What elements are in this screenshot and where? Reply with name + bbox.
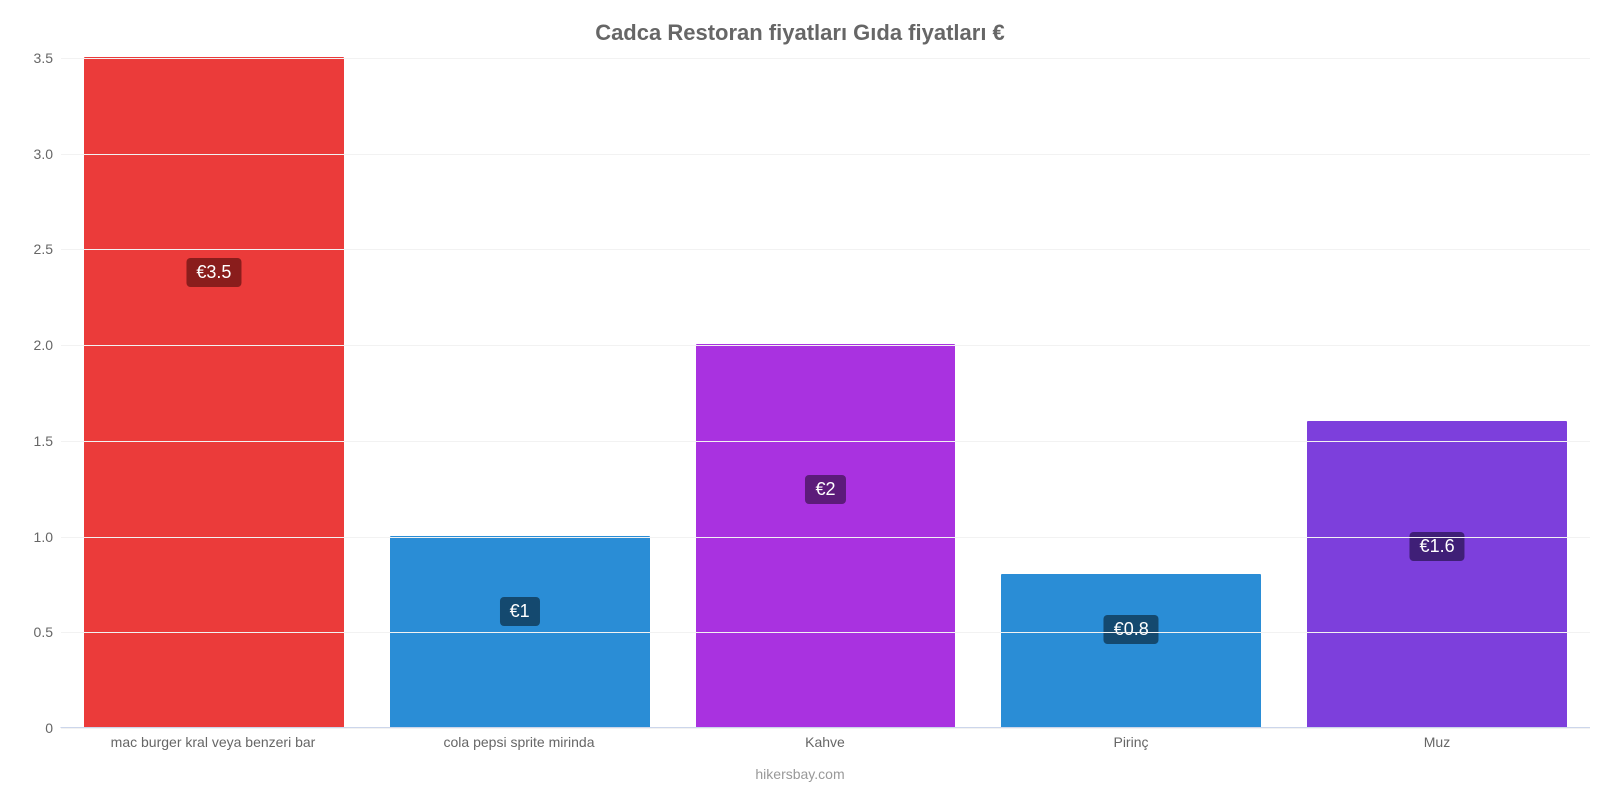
gridline — [61, 537, 1590, 538]
bar-slot: €3.5 — [61, 58, 367, 727]
bar — [1307, 421, 1567, 727]
gridline — [61, 441, 1590, 442]
bar — [390, 536, 650, 727]
gridline — [61, 58, 1590, 59]
y-tick-label: 0.5 — [34, 624, 61, 640]
plot-area: €3.5€1€2€0.8€1.6 00.51.01.52.02.53.03.5 — [60, 58, 1590, 728]
y-tick-label: 3.5 — [34, 50, 61, 66]
bar-value-label: €1 — [500, 597, 540, 626]
bar-value-label: €3.5 — [186, 258, 241, 287]
x-axis-label: cola pepsi sprite mirinda — [366, 734, 672, 750]
y-tick-label: 1.0 — [34, 529, 61, 545]
gridline — [61, 632, 1590, 633]
x-axis-label: Muz — [1284, 734, 1590, 750]
x-axis-label: mac burger kral veya benzeri bar — [60, 734, 366, 750]
x-axis-label: Kahve — [672, 734, 978, 750]
bar-slot: €2 — [673, 58, 979, 727]
bar — [1001, 574, 1261, 727]
x-axis-label: Pirinç — [978, 734, 1284, 750]
gridline — [61, 154, 1590, 155]
gridline — [61, 345, 1590, 346]
y-tick-label: 1.5 — [34, 433, 61, 449]
y-tick-label: 2.0 — [34, 337, 61, 353]
bar-slot: €1 — [367, 58, 673, 727]
bars-row: €3.5 €1 €2 €0.8 €1.6 — [61, 58, 1590, 727]
y-tick-label: 2.5 — [34, 241, 61, 257]
price-bar-chart: Cadca Restoran fiyatları Gıda fiyatları … — [0, 0, 1600, 800]
y-tick-label: 0 — [45, 720, 61, 736]
bar-value-label: €0.8 — [1104, 615, 1159, 644]
bar — [84, 57, 344, 727]
credit-text: hikersbay.com — [0, 766, 1600, 782]
gridline — [61, 249, 1590, 250]
bar-slot: €0.8 — [978, 58, 1284, 727]
y-tick-label: 3.0 — [34, 146, 61, 162]
x-axis-labels: mac burger kral veya benzeri barcola pep… — [60, 734, 1590, 750]
bar-slot: €1.6 — [1284, 58, 1590, 727]
chart-title: Cadca Restoran fiyatları Gıda fiyatları … — [0, 20, 1600, 46]
bar-value-label: €2 — [805, 475, 845, 504]
gridline — [61, 728, 1590, 729]
